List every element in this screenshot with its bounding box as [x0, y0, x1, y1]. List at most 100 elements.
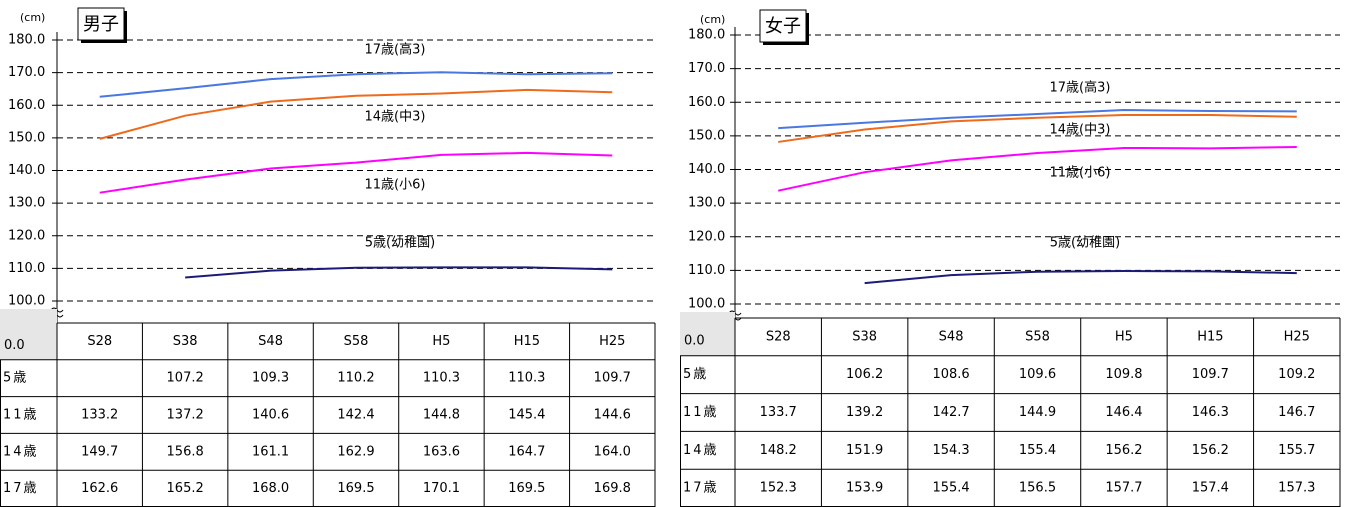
series-line — [778, 114, 1297, 143]
row-label: 11歳 — [683, 405, 719, 420]
series-label: 14歳(中3) — [1050, 123, 1111, 138]
table-cell: 133.7 — [760, 405, 797, 420]
y-tick-label: 100.0 — [8, 294, 45, 309]
table-cell: 155.7 — [1278, 443, 1315, 458]
column-header: S48 — [258, 334, 283, 349]
y-tick-label: 160.0 — [688, 95, 725, 110]
table-cell: 139.2 — [846, 405, 883, 420]
row-label: 5歳 — [683, 367, 708, 382]
chart-title: 女子 — [765, 16, 801, 37]
series-label: 11歳(小6) — [1050, 166, 1111, 181]
series-line — [99, 71, 613, 98]
y-tick-label: 180.0 — [8, 33, 45, 48]
column-header: S38 — [173, 334, 198, 349]
series-line — [864, 270, 1297, 285]
table-cell: 148.2 — [760, 443, 797, 458]
series-label: 5歳(幼稚園) — [1050, 236, 1120, 251]
column-header: H5 — [432, 334, 450, 349]
title-box — [77, 7, 125, 41]
table-cell: 144.9 — [1019, 405, 1056, 420]
table-cell: 110.2 — [337, 371, 374, 386]
y-tick-label: 110.0 — [8, 261, 45, 276]
y-unit: (cm) — [700, 13, 725, 26]
column-header: S38 — [852, 329, 877, 344]
chart-title: 男子 — [83, 14, 119, 35]
table-cell: 109.2 — [1278, 367, 1315, 382]
corner-box — [680, 312, 735, 356]
table-cell: 140.6 — [252, 408, 289, 423]
y-tick-label: 120.0 — [8, 228, 45, 243]
series-line — [99, 151, 613, 194]
column-header: S58 — [344, 334, 369, 349]
y-unit: (cm) — [20, 11, 45, 24]
y-tick-label: 160.0 — [8, 98, 45, 113]
table-cell: 157.7 — [1105, 481, 1142, 496]
table-cell: 152.3 — [760, 481, 797, 496]
break-label: 0.0 — [684, 333, 705, 348]
series-label: 17歳(高3) — [1050, 80, 1111, 96]
column-header: H25 — [599, 334, 625, 349]
table-cell: 109.7 — [594, 371, 631, 386]
table-cell: 137.2 — [167, 408, 204, 423]
series-line — [778, 145, 1297, 192]
table-cell: 156.2 — [1192, 443, 1229, 458]
series-line — [185, 266, 613, 279]
y-tick-label: 140.0 — [688, 162, 725, 177]
series-label: 5歳(幼稚園) — [365, 236, 435, 251]
table-cell: 110.3 — [423, 371, 460, 386]
table-cell: 110.3 — [508, 371, 545, 386]
column-header: S58 — [1025, 329, 1050, 344]
table-cell: 133.2 — [81, 408, 118, 423]
row-label: 17歳 — [3, 481, 39, 496]
y-tick-label: 130.0 — [8, 196, 45, 211]
column-header: S48 — [939, 329, 964, 344]
table-cell: 109.3 — [252, 371, 289, 386]
table-cell: 107.2 — [167, 371, 204, 386]
table-cell: 109.6 — [1019, 367, 1056, 382]
series-label: 11歳(小6) — [365, 178, 426, 193]
table-cell: 164.0 — [594, 444, 631, 459]
table-cell: 149.7 — [81, 444, 118, 459]
table-cell: 169.5 — [337, 481, 374, 496]
y-tick-label: 170.0 — [8, 65, 45, 80]
table-cell: 146.3 — [1192, 405, 1229, 420]
table-cell: 153.9 — [846, 481, 883, 496]
table-cell: 164.7 — [508, 444, 545, 459]
y-tick-label: 170.0 — [688, 61, 725, 76]
table-cell: 161.1 — [252, 444, 289, 459]
table-cell: 157.3 — [1278, 481, 1315, 496]
table-cell: 157.4 — [1192, 481, 1229, 496]
table-cell: 170.1 — [423, 481, 460, 496]
table-cell: 169.8 — [594, 481, 631, 496]
table-cell: 162.9 — [337, 444, 374, 459]
series-line — [99, 88, 613, 140]
series-label: 17歳(高3) — [365, 42, 426, 58]
y-tick-label: 150.0 — [688, 128, 725, 143]
y-tick-label: 150.0 — [8, 130, 45, 145]
column-header: H5 — [1115, 329, 1133, 344]
column-header: H15 — [514, 334, 540, 349]
table-cell: 156.2 — [1105, 443, 1142, 458]
row-label: 17歳 — [683, 481, 719, 496]
table-cell: 163.6 — [423, 444, 460, 459]
series-label: 14歳(中3) — [365, 110, 426, 125]
table-cell: 146.7 — [1278, 405, 1315, 420]
y-tick-label: 140.0 — [8, 163, 45, 178]
table-cell: 106.2 — [846, 367, 883, 382]
table-cell: 145.4 — [508, 408, 545, 423]
column-header: H15 — [1197, 329, 1223, 344]
table-cell: 109.8 — [1105, 367, 1142, 382]
title-box — [759, 9, 807, 43]
table-cell: 156.5 — [1019, 481, 1056, 496]
y-tick-label: 110.0 — [688, 263, 725, 278]
table-cell: 169.5 — [508, 481, 545, 496]
row-label: 11歳 — [3, 408, 39, 423]
row-label: 14歳 — [3, 444, 39, 459]
y-tick-label: 100.0 — [688, 297, 725, 312]
column-header: S28 — [766, 329, 791, 344]
table-cell: 108.6 — [932, 367, 969, 382]
y-tick-label: 180.0 — [688, 28, 725, 43]
column-header: H25 — [1284, 329, 1310, 344]
table-cell: 155.4 — [1019, 443, 1056, 458]
